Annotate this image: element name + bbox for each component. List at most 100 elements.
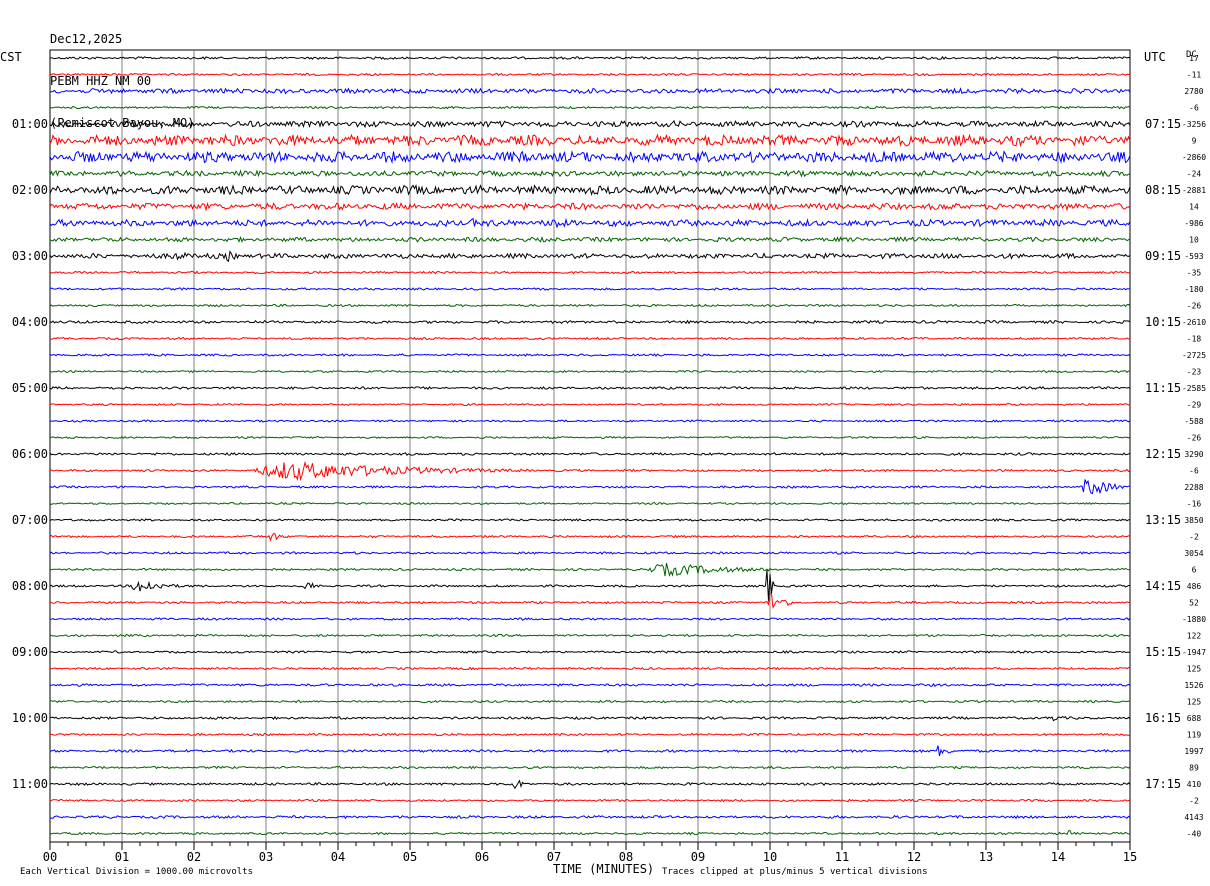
dc-offset-label: 1997 xyxy=(1184,747,1203,756)
x-tick-label: 05 xyxy=(403,850,417,864)
trace-row-14 xyxy=(49,270,1131,275)
utc-hour-label: 15:15 xyxy=(1145,645,1181,659)
dc-offset-label: -2610 xyxy=(1182,318,1206,327)
trace-row-1 xyxy=(49,55,1131,60)
dc-offset-label: -35 xyxy=(1187,269,1202,278)
clip-note: Traces clipped at plus/minus 5 vertical … xyxy=(662,867,928,877)
utc-hour-label: 07:15 xyxy=(1145,117,1181,131)
utc-hour-label: 13:15 xyxy=(1145,513,1181,527)
utc-hour-label: 16:15 xyxy=(1145,711,1181,725)
dc-offset-label: -2585 xyxy=(1182,384,1206,393)
x-tick-label: 06 xyxy=(475,850,489,864)
x-tick-label: 04 xyxy=(331,850,345,864)
dc-offset-label: -23 xyxy=(1187,368,1202,377)
trace-row-25 xyxy=(49,452,1131,456)
trace-row-18 xyxy=(49,336,1131,341)
dc-offset-label: -2860 xyxy=(1182,153,1206,162)
trace-row-48 xyxy=(49,830,1131,836)
dc-offset-label: -40 xyxy=(1187,830,1202,839)
dc-offset-label: -2725 xyxy=(1182,351,1206,360)
trace-row-13 xyxy=(49,250,1131,263)
dc-offset-label: 52 xyxy=(1189,599,1199,608)
x-tick-label: 00 xyxy=(43,850,57,864)
cst-hour-label: 03:00 xyxy=(12,249,48,263)
cst-hour-label: 10:00 xyxy=(12,711,48,725)
dc-offset-label: -986 xyxy=(1184,219,1203,228)
trace-row-34 xyxy=(49,593,1131,610)
trace-row-28 xyxy=(49,501,1131,506)
axis-labels: 00 01 02 03 04 05 06 07 08 09 10 11 12 13 14 15 17 -11 278… xyxy=(12,54,1206,864)
x-axis-title: TIME (MINUTES) xyxy=(553,862,655,876)
trace-row-9 xyxy=(49,184,1131,196)
trace-row-15 xyxy=(49,287,1131,291)
dc-offset-label: 119 xyxy=(1187,731,1202,740)
dc-offset-label: -29 xyxy=(1187,401,1202,410)
trace-row-30 xyxy=(49,533,1131,542)
utc-hour-label: 09:15 xyxy=(1145,249,1181,263)
x-tick-label: 10 xyxy=(763,850,777,864)
x-tick-label: 14 xyxy=(1051,850,1065,864)
dc-offset-label: -6 xyxy=(1189,467,1199,476)
dc-offset-label: 6 xyxy=(1192,566,1197,575)
dc-offset-label: -3256 xyxy=(1182,120,1206,129)
trace-row-22 xyxy=(49,402,1131,407)
trace-row-32 xyxy=(49,562,1131,577)
dc-offset-label: 688 xyxy=(1187,714,1202,723)
trace-row-3 xyxy=(49,87,1131,95)
dc-offset-label: -11 xyxy=(1187,71,1202,80)
dc-offset-label: -2 xyxy=(1189,533,1199,542)
dc-offset-label: -18 xyxy=(1187,335,1202,344)
trace-rows xyxy=(49,55,1131,836)
trace-row-7 xyxy=(49,150,1131,164)
trace-row-20 xyxy=(49,369,1130,374)
trace-row-17 xyxy=(49,319,1131,325)
trace-row-24 xyxy=(49,435,1131,440)
dc-offset-label: 3850 xyxy=(1184,516,1203,525)
scale-note: Each Vertical Division = 1000.00 microvo… xyxy=(20,867,253,877)
utc-hour-label: 12:15 xyxy=(1145,447,1181,461)
dc-offset-label: 4143 xyxy=(1184,813,1203,822)
cst-hour-label: 07:00 xyxy=(12,513,48,527)
utc-hour-label: 14:15 xyxy=(1145,579,1181,593)
x-tick-label: 03 xyxy=(259,850,273,864)
x-tick-label: 02 xyxy=(187,850,201,864)
trace-row-36 xyxy=(49,633,1131,638)
trace-row-23 xyxy=(49,419,1131,423)
dc-offset-label: 17 xyxy=(1189,54,1199,63)
dc-offset-label: 1526 xyxy=(1184,681,1203,690)
cst-hour-label: 08:00 xyxy=(12,579,48,593)
dc-offset-label: -6 xyxy=(1189,104,1199,113)
trace-row-2 xyxy=(49,72,1131,77)
dc-offset-label: 10 xyxy=(1189,236,1199,245)
utc-hour-label: 17:15 xyxy=(1145,777,1181,791)
dc-offset-label: 122 xyxy=(1187,632,1202,641)
x-tick-label: 12 xyxy=(907,850,921,864)
x-tick-label: 01 xyxy=(115,850,129,864)
trace-row-26 xyxy=(49,460,1131,482)
dc-offset-label: -26 xyxy=(1187,434,1202,443)
dc-offset-label: -1947 xyxy=(1182,648,1206,657)
trace-row-12 xyxy=(49,235,1131,243)
dc-offset-label: -26 xyxy=(1187,302,1202,311)
trace-row-16 xyxy=(49,303,1131,308)
x-tick-label: 11 xyxy=(835,850,849,864)
x-tick-label: 07 xyxy=(547,850,561,864)
trace-row-31 xyxy=(49,551,1131,555)
utc-axis-title: UTC xyxy=(1144,50,1166,64)
trace-row-27 xyxy=(49,479,1131,495)
trace-row-46 xyxy=(49,798,1131,803)
trace-row-41 xyxy=(49,715,1131,722)
x-tick-label: 13 xyxy=(979,850,993,864)
trace-row-39 xyxy=(49,682,1131,687)
trace-row-45 xyxy=(49,779,1131,790)
trace-row-33 xyxy=(49,570,1130,602)
dc-offset-label: 3054 xyxy=(1184,549,1203,558)
dc-offset-label: -180 xyxy=(1184,285,1203,294)
trace-row-44 xyxy=(49,765,1131,770)
dc-offset-label: 125 xyxy=(1187,665,1202,674)
trace-row-11 xyxy=(49,217,1131,229)
trace-row-38 xyxy=(49,666,1131,671)
cst-hour-label: 11:00 xyxy=(12,777,48,791)
trace-row-40 xyxy=(49,699,1131,704)
